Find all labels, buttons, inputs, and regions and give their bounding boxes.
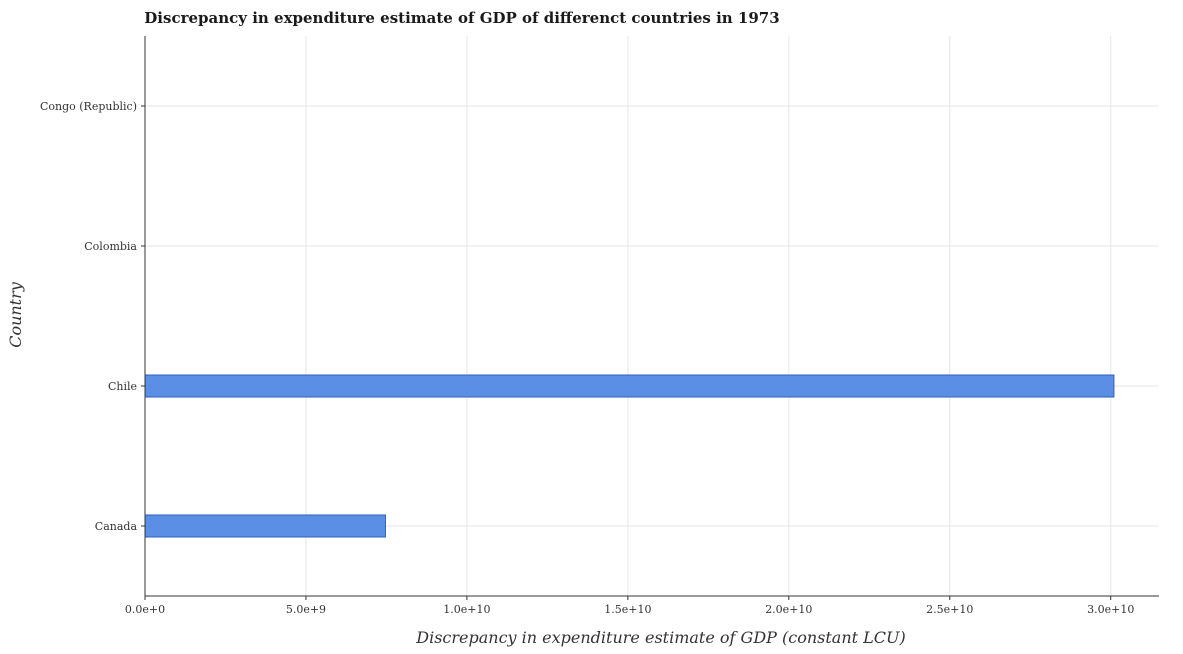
x-tick-label: 1.5e+10 [604, 603, 651, 616]
y-tick-label: Canada [95, 520, 138, 533]
x-tick-label: 2.0e+10 [765, 603, 812, 616]
grid [144, 36, 1159, 596]
x-axis-label: Discrepancy in expenditure estimate of G… [415, 628, 905, 647]
x-tick-label: 0.0e+0 [125, 603, 165, 616]
y-tick-label: Colombia [84, 240, 137, 253]
axes: 0.0e+0 5.0e+9 1.0e+10 1.5e+10 2.0e+10 2.5e+10… [40, 36, 1159, 616]
y-axis-label: Country [6, 281, 25, 348]
y-tick-label: Congo (Republic) [40, 100, 137, 113]
chart-title: Discrepancy in expenditure estimate of G… [144, 9, 779, 27]
x-tick-label: 5.0e+9 [286, 603, 326, 616]
bar-chile [144, 374, 1115, 398]
y-tick-label: Chile [108, 380, 137, 393]
x-tick-label: 2.5e+10 [926, 603, 973, 616]
bar-canada [144, 514, 386, 538]
x-tick-label: 3.0e+10 [1087, 603, 1134, 616]
bars [144, 374, 1115, 538]
x-tick-label: 1.0e+10 [443, 603, 490, 616]
